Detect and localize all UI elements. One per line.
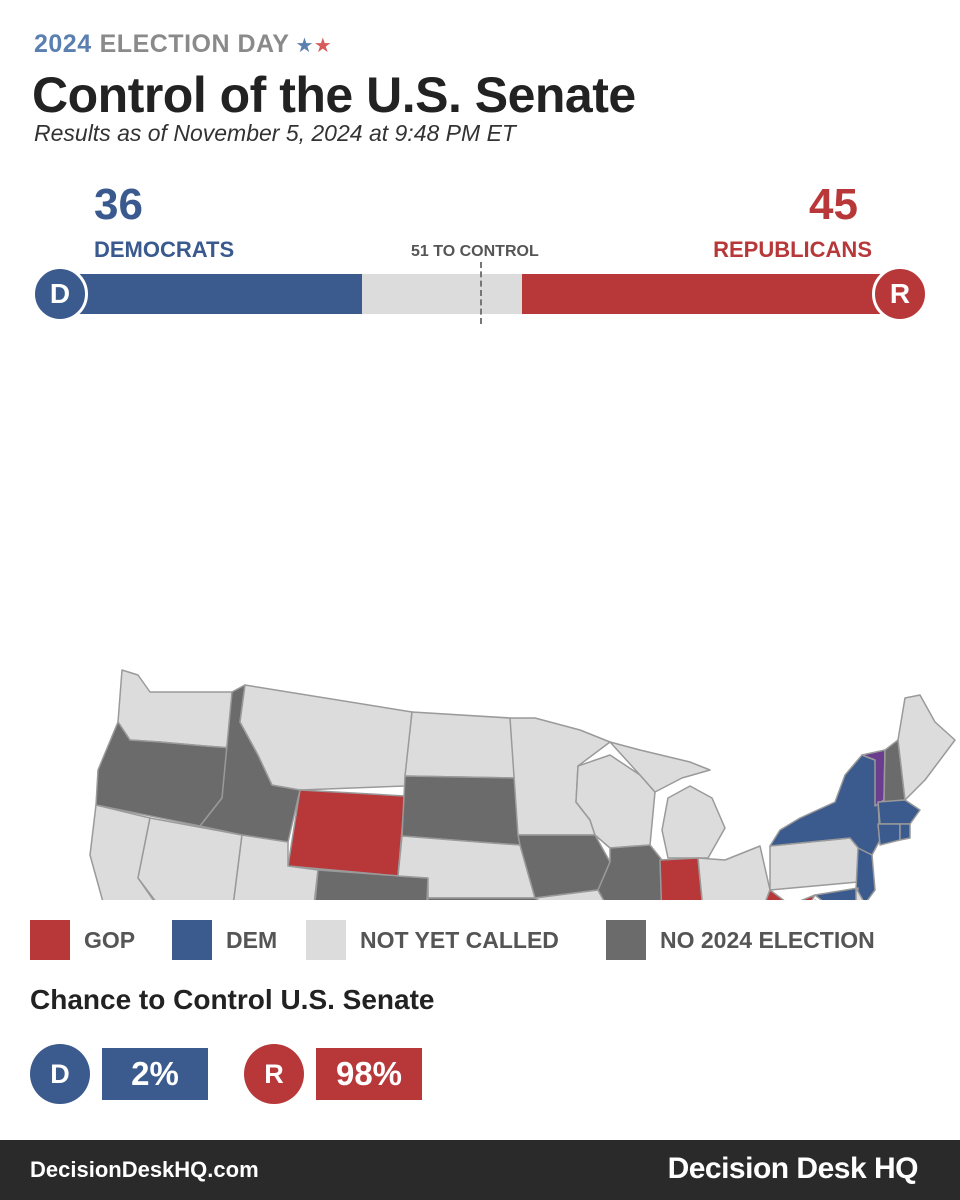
legend-label-no-election: NO 2024 ELECTION — [660, 926, 875, 953]
state-colorado — [314, 869, 429, 900]
footer: DecisionDeskHQ.com Decision Desk HQ — [0, 1140, 960, 1200]
state-rhode-island — [899, 823, 911, 841]
rep-seat-bar — [522, 274, 900, 314]
control-threshold-label: 51 TO CONTROL — [411, 243, 539, 260]
brand-logo: Decision Desk HQ — [667, 1152, 919, 1185]
state-michigan — [661, 785, 726, 859]
state-new-jersey — [855, 847, 876, 900]
legend-item-not-called: NOT YET CALLED — [306, 920, 559, 960]
state-pennsylvania — [769, 837, 861, 891]
page-title: Control of the U.S. Senate — [32, 67, 636, 123]
state-washington — [117, 669, 233, 749]
state-maine — [897, 694, 956, 801]
state-north-dakota — [404, 711, 519, 779]
state-new-york — [769, 754, 881, 856]
state-wyoming — [287, 789, 406, 877]
chance-dem-value: 2% — [102, 1048, 208, 1100]
state-indiana — [659, 857, 703, 900]
kicker-text: ELECTION DAY — [99, 30, 290, 58]
state-ohio — [697, 845, 771, 900]
legend-label-not-called: NOT YET CALLED — [360, 926, 559, 953]
state-connecticut — [877, 823, 901, 846]
legend-item-dem: DEM — [172, 920, 277, 960]
dem-seat-bar — [60, 274, 363, 314]
state-iowa — [517, 834, 611, 899]
state-massachusetts — [877, 799, 921, 825]
state-delaware — [855, 887, 864, 900]
chance-rep-badge: R — [244, 1044, 304, 1104]
map-legend: GOP DEM NOT YET CALLED NO 2024 ELECTION — [30, 920, 930, 960]
legend-label-gop: GOP — [84, 926, 136, 953]
rep-seat-count: 45 — [809, 180, 858, 229]
us-senate-map — [89, 669, 956, 900]
dem-badge: D — [32, 266, 88, 322]
dem-seat-count: 36 — [94, 180, 143, 229]
state-maryland — [814, 887, 859, 900]
legend-swatch-not-called — [306, 920, 346, 960]
legend-swatch-dem — [172, 920, 212, 960]
footer-url[interactable]: DecisionDeskHQ.com — [30, 1157, 259, 1182]
star-icon: ★ — [313, 35, 333, 57]
kicker: 2024 ELECTION DAY ★★ — [34, 30, 332, 59]
legend-item-no-election: NO 2024 ELECTION — [606, 920, 875, 960]
legend-swatch-no-election — [606, 920, 646, 960]
state-michigan-upper — [609, 741, 711, 793]
chance-dem-badge: D — [30, 1044, 90, 1104]
page-subtitle: Results as of November 5, 2024 at 9:48 P… — [34, 120, 516, 146]
legend-item-gop: GOP — [30, 920, 135, 960]
state-illinois — [597, 844, 665, 900]
state-west-virginia — [765, 889, 816, 900]
legend-swatch-gop — [30, 920, 70, 960]
chance-title: Chance to Control U.S. Senate — [30, 984, 435, 1015]
legend-label-dem: DEM — [226, 926, 278, 953]
chance-rep-value: 98% — [316, 1048, 422, 1100]
rep-label: REPUBLICANS — [713, 237, 872, 262]
rep-badge: R — [872, 266, 928, 322]
kicker-year: 2024 — [34, 30, 92, 58]
dem-label: DEMOCRATS — [94, 237, 235, 262]
state-kansas — [427, 897, 540, 900]
state-south-dakota — [401, 775, 521, 846]
control-threshold-line — [480, 262, 482, 324]
star-icon: ★ — [295, 35, 314, 57]
